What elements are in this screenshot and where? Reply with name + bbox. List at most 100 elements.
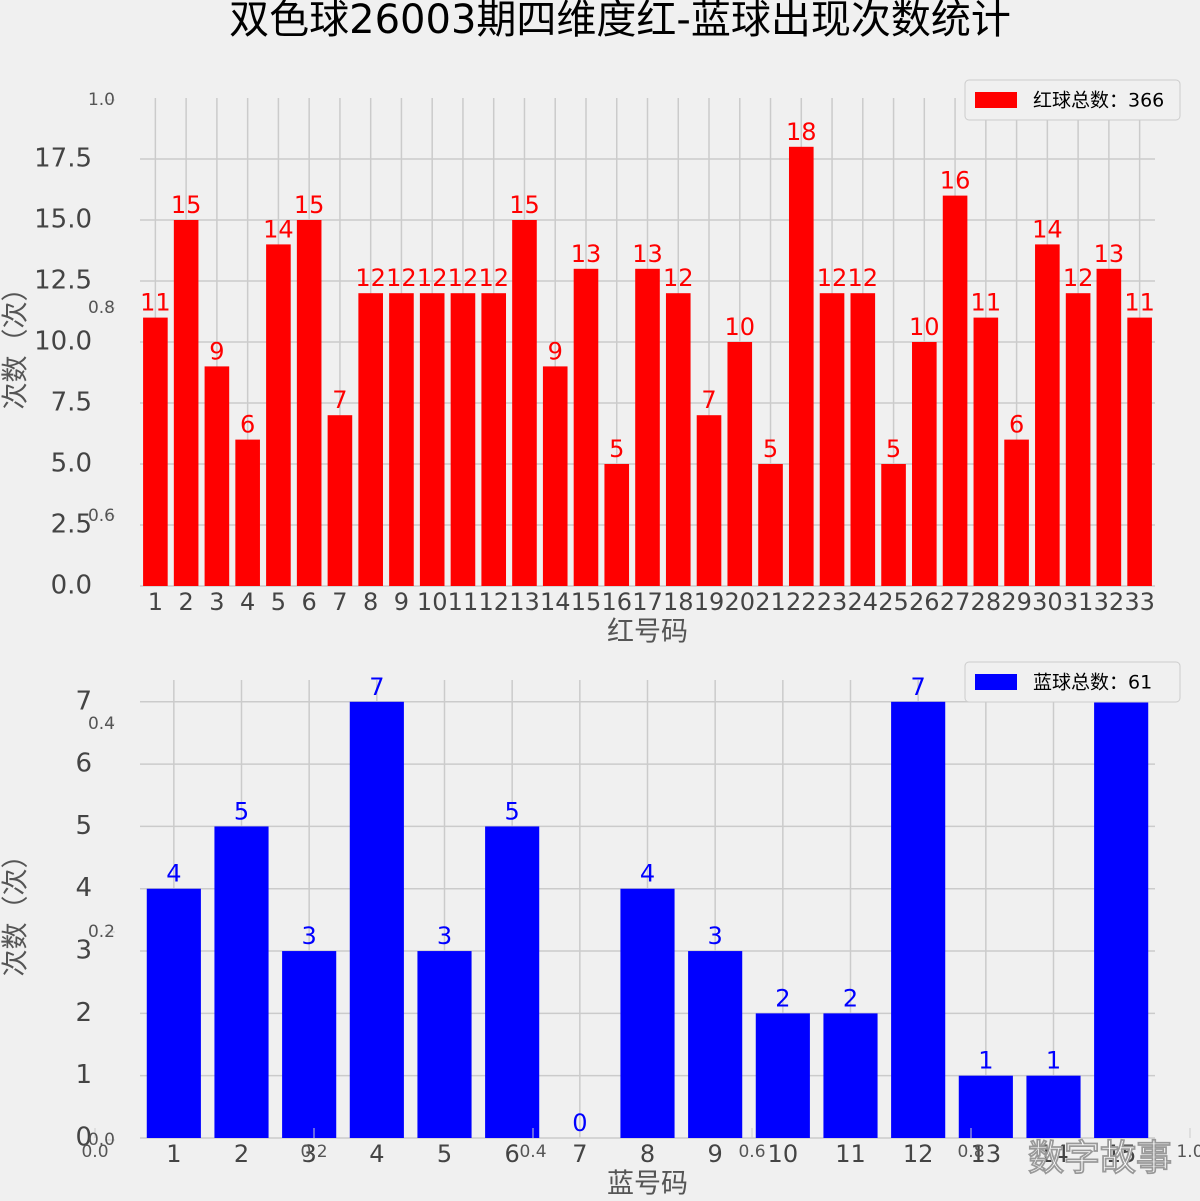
value-label: 12 bbox=[478, 264, 509, 292]
value-label: 2 bbox=[843, 984, 858, 1012]
value-label: 4 bbox=[166, 860, 181, 888]
x-tick-label: 9 bbox=[394, 588, 409, 616]
x-tick-label: 11 bbox=[835, 1140, 866, 1168]
x-tick-label: 3 bbox=[302, 1140, 317, 1168]
x-tick-label: 6 bbox=[302, 588, 317, 616]
value-label: 12 bbox=[386, 264, 417, 292]
ghost-y-tick-label: 0.2 bbox=[88, 922, 115, 942]
legend: 蓝球总数：61 bbox=[964, 661, 1181, 703]
value-label: 14 bbox=[1032, 215, 1063, 243]
y-tick-label: 1 bbox=[75, 1060, 92, 1090]
x-tick-label: 13 bbox=[971, 1140, 1002, 1168]
bar bbox=[1094, 701, 1149, 1138]
ghost-x-tick-label: 0.0 bbox=[81, 1142, 108, 1162]
y-tick-label: 5 bbox=[75, 811, 92, 841]
bar bbox=[266, 244, 291, 586]
y-tick-label: 6 bbox=[75, 749, 92, 779]
value-label: 1 bbox=[978, 1047, 993, 1075]
x-tick-label: 10 bbox=[768, 1140, 799, 1168]
value-label: 2 bbox=[775, 984, 790, 1012]
x-tick-label: 9 bbox=[708, 1140, 723, 1168]
x-tick-label: 28 bbox=[971, 588, 1002, 616]
bar bbox=[512, 220, 537, 586]
ghost-x-tick-label: 0.4 bbox=[519, 1142, 546, 1162]
x-tick-label: 16 bbox=[601, 588, 632, 616]
value-label: 11 bbox=[140, 289, 171, 317]
value-label: 3 bbox=[437, 922, 452, 950]
bar bbox=[1004, 439, 1029, 586]
x-tick-label: 15 bbox=[1106, 1140, 1137, 1168]
x-tick-label: 14 bbox=[1038, 1140, 1069, 1168]
bar bbox=[819, 293, 845, 586]
value-label: 1 bbox=[1046, 1047, 1061, 1075]
y-axis-label: 次数（次） bbox=[1, 842, 32, 977]
y-tick-label: 0 bbox=[75, 1123, 92, 1153]
x-tick-label: 24 bbox=[848, 588, 879, 616]
ghost-y-tick-label: 0.6 bbox=[88, 506, 115, 526]
value-label: 6 bbox=[1009, 411, 1024, 439]
value-label: 0 bbox=[572, 1109, 587, 1137]
value-label: 3 bbox=[302, 922, 317, 950]
value-label: 5 bbox=[234, 797, 249, 825]
value-label: 5 bbox=[505, 797, 520, 825]
bar bbox=[1026, 1075, 1081, 1138]
bar bbox=[542, 366, 568, 586]
bar bbox=[417, 951, 472, 1138]
value-label: 4 bbox=[640, 860, 655, 888]
y-tick-label: 3 bbox=[75, 936, 92, 966]
bar bbox=[450, 293, 476, 586]
legend-swatch bbox=[975, 92, 1017, 108]
bar bbox=[755, 1013, 810, 1138]
ghost-x-tick-label: 0.8 bbox=[957, 1142, 984, 1162]
x-tick-label: 2 bbox=[178, 588, 193, 616]
x-tick-label: 4 bbox=[240, 588, 255, 616]
value-label: 10 bbox=[724, 313, 755, 341]
x-tick-label: 12 bbox=[903, 1140, 934, 1168]
bar bbox=[296, 220, 322, 586]
value-label: 12 bbox=[355, 264, 386, 292]
x-tick-label: 17 bbox=[632, 588, 663, 616]
ghost-y-tick-label: 0.8 bbox=[88, 298, 115, 318]
bar bbox=[891, 701, 946, 1138]
x-tick-label: 2 bbox=[234, 1140, 249, 1168]
bar bbox=[1127, 317, 1152, 586]
value-label: 12 bbox=[1063, 264, 1094, 292]
x-tick-label: 11 bbox=[448, 588, 479, 616]
value-label: 14 bbox=[263, 215, 294, 243]
bar bbox=[881, 464, 906, 586]
bar bbox=[604, 464, 630, 586]
value-label: 18 bbox=[786, 118, 817, 146]
value-label: 7 bbox=[911, 673, 926, 701]
x-tick-label: 4 bbox=[369, 1140, 384, 1168]
x-tick-label: 27 bbox=[940, 588, 971, 616]
bar bbox=[973, 317, 999, 586]
value-label: 12 bbox=[848, 264, 879, 292]
x-tick-label: 7 bbox=[572, 1140, 587, 1168]
bar bbox=[214, 826, 269, 1138]
x-axis-label: 红号码 bbox=[607, 617, 688, 648]
x-tick-label: 23 bbox=[817, 588, 848, 616]
value-label: 5 bbox=[886, 435, 901, 463]
ghost-y-tick-label: 1.0 bbox=[88, 90, 115, 110]
x-tick-label: 3 bbox=[209, 588, 224, 616]
x-tick-label: 1 bbox=[166, 1140, 181, 1168]
bar bbox=[573, 268, 599, 586]
bar bbox=[788, 146, 814, 587]
bar bbox=[1096, 268, 1122, 586]
bar bbox=[696, 415, 722, 586]
bar bbox=[912, 342, 937, 586]
x-tick-label: 25 bbox=[878, 588, 909, 616]
y-tick-label: 17.5 bbox=[34, 144, 92, 174]
value-label: 5 bbox=[609, 435, 624, 463]
value-label: 16 bbox=[940, 167, 971, 195]
x-tick-label: 18 bbox=[663, 588, 694, 616]
x-tick-label: 10 bbox=[417, 588, 448, 616]
bar bbox=[204, 366, 230, 586]
value-label: 7 bbox=[701, 386, 716, 414]
watermark: 数字故事 bbox=[1028, 1138, 1172, 1179]
bar bbox=[389, 293, 414, 586]
y-tick-label: 2 bbox=[75, 998, 92, 1028]
bar bbox=[958, 1075, 1013, 1138]
value-label: 5 bbox=[763, 435, 778, 463]
bar bbox=[620, 888, 675, 1138]
